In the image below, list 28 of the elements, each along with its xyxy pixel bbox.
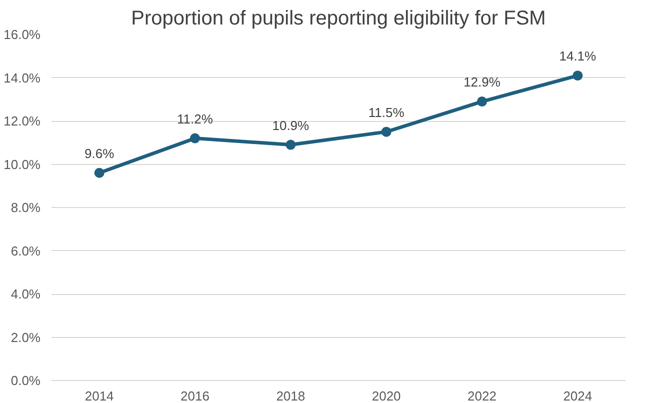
point <box>477 96 487 107</box>
y-tick-label: 4.0% <box>10 286 41 302</box>
data-label: 11.5% <box>368 104 405 120</box>
point <box>572 70 583 81</box>
data-label: 14.1% <box>559 48 597 64</box>
x-tick-label: 2022 <box>468 388 496 403</box>
chart-title: Proportion of pupils reporting eligibility for FSM <box>131 8 546 30</box>
x-tick-label: 2020 <box>372 388 401 403</box>
x-tick-label: 2018 <box>276 388 306 403</box>
point <box>94 168 104 178</box>
y-tick-label: 8.0% <box>10 200 41 215</box>
y-tick-label: 10.0% <box>4 156 41 172</box>
x-tick-label: 2016 <box>180 388 210 403</box>
data-label: 12.9% <box>464 74 501 90</box>
x-tick-label: 2024 <box>563 388 592 403</box>
point <box>190 133 200 144</box>
point <box>381 126 392 137</box>
y-tick-label: 6.0% <box>10 243 41 258</box>
y-tick-label: 0.0% <box>10 373 41 388</box>
y-tick-label: 14.0% <box>4 70 41 86</box>
point <box>286 140 296 150</box>
y-tick-label: 16.0% <box>4 27 41 42</box>
y-tick-label: 12.0% <box>4 114 41 128</box>
data-label: 10.9% <box>272 118 310 133</box>
y-tick-label: 2.0% <box>10 330 41 345</box>
data-label: 9.6% <box>84 146 115 161</box>
data-label: 11.2% <box>177 111 214 126</box>
x-tick-label: 2014 <box>84 388 114 403</box>
